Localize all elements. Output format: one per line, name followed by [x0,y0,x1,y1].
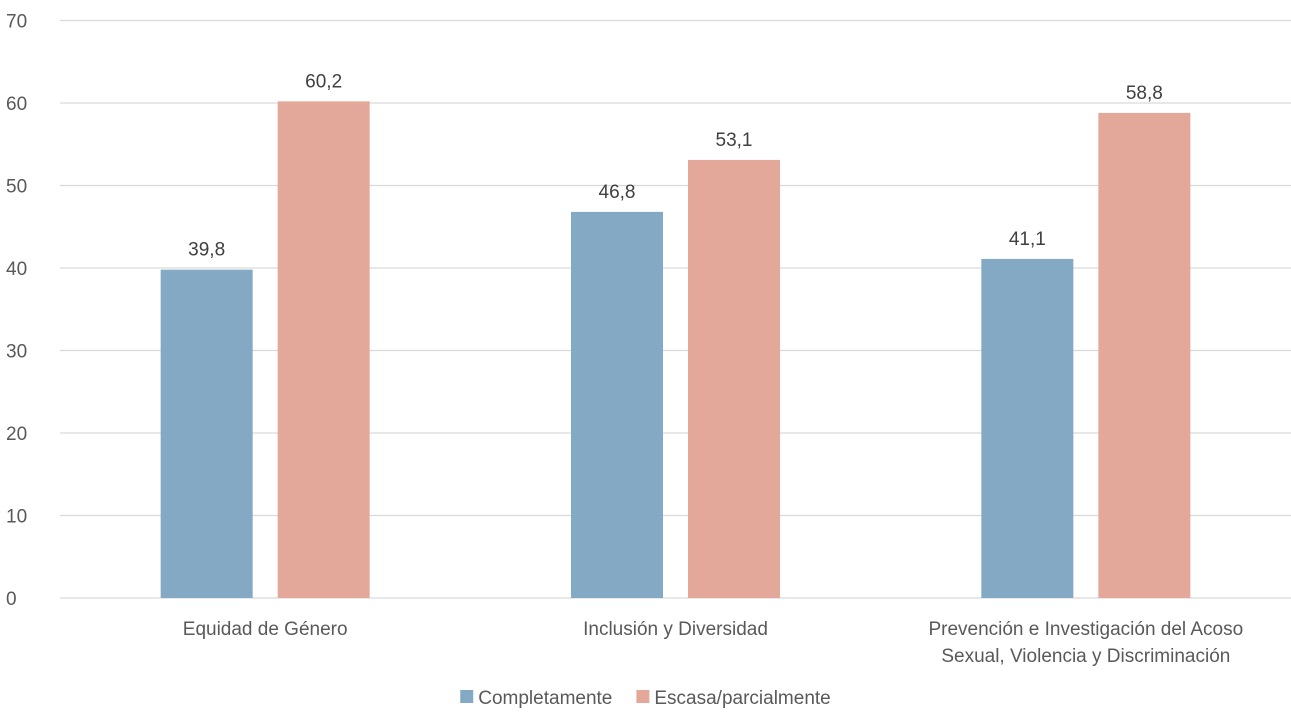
legend-swatch [636,690,650,703]
bar-completamente-2 [981,258,1074,598]
bars [160,101,1191,599]
data-label: 60,2 [305,71,342,92]
y-axis-ticks: 0 10 20 30 40 50 60 70 [6,12,27,611]
data-label: 39,8 [188,240,225,261]
bar-completamente-1 [571,211,663,598]
y-tick-label: 50 [6,177,27,198]
data-label: 46,8 [599,182,636,203]
gridlines [60,19,1291,599]
bar-completamente-0 [160,269,253,598]
y-tick-label: 70 [6,12,27,33]
x-category-label: Sexual, Violencia y Discriminación [941,646,1230,667]
y-tick-label: 40 [6,259,27,280]
legend-label: Completamente [478,688,612,709]
bar-escasa-parcialmente-1 [688,159,780,599]
legend-label: Escasa/parcialmente [654,688,830,709]
x-category-label: Prevención e Investigación del Acoso [928,619,1243,640]
y-tick-label: 60 [6,94,27,115]
data-labels: 39,8 60,2 46,8 53,1 41,1 58,8 [188,71,1163,260]
x-category-label: Equidad de Género [183,619,348,640]
data-label: 58,8 [1126,83,1163,104]
data-label: 41,1 [1009,229,1046,250]
x-axis-categories: Equidad de Género Inclusión y Diversidad P… [183,619,1243,667]
x-category-label: Inclusión y Diversidad [583,619,768,640]
y-tick-label: 20 [6,424,27,445]
data-label: 53,1 [716,130,753,151]
legend-swatch [460,690,474,703]
y-tick-label: 10 [6,507,27,528]
bar-escasa-parcialmente-0 [277,101,370,598]
legend: Completamente Escasa/parcialmente [460,688,831,709]
y-tick-label: 0 [6,589,17,610]
y-tick-label: 30 [6,342,27,363]
bar-escasa-parcialmente-2 [1098,112,1191,599]
